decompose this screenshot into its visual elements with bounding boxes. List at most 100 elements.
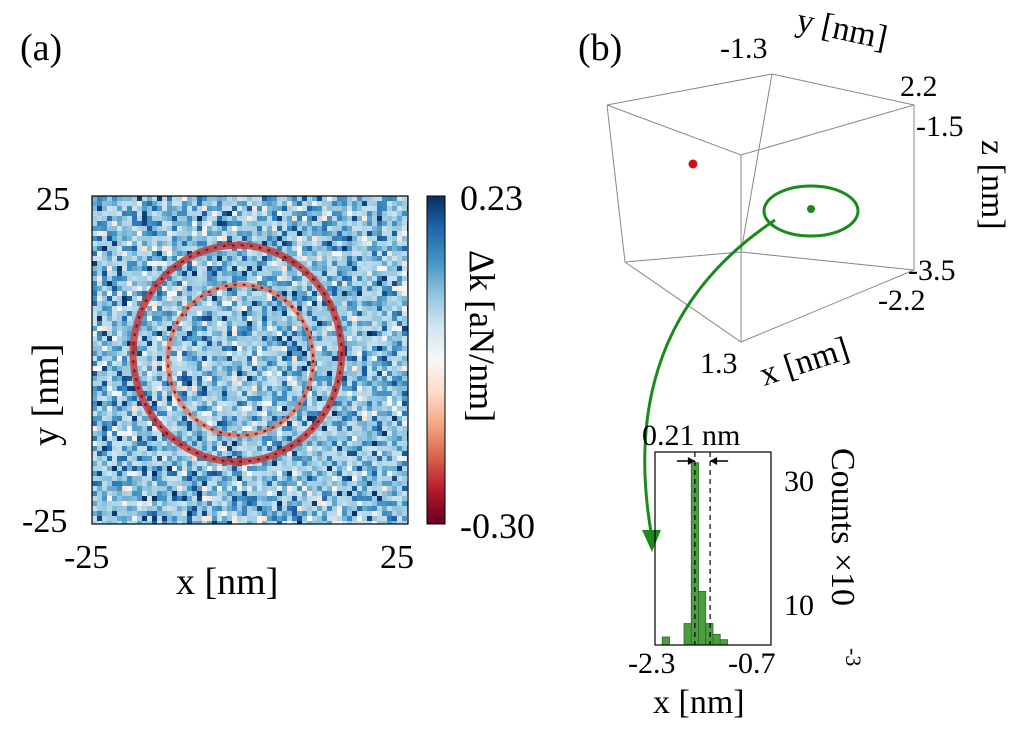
heatmap-cell — [162, 401, 167, 406]
heatmap-cell — [112, 516, 117, 521]
heatmap-plot — [91, 195, 409, 525]
histogram-y-tick-10: 10 — [784, 589, 814, 622]
heatmap-cell — [207, 441, 212, 446]
heatmap-cell — [157, 486, 162, 491]
heatmap-cell — [292, 456, 297, 461]
heatmap-cell — [352, 351, 357, 356]
heatmap-cell — [157, 391, 162, 396]
heatmap-cell — [287, 521, 292, 524]
heatmap-ring-core — [166, 283, 315, 437]
heatmap-cell — [182, 456, 187, 461]
heatmap-cell — [227, 371, 232, 376]
heatmap-cell — [392, 516, 397, 521]
heatmap-cell — [267, 521, 272, 524]
heatmap-cell — [122, 306, 127, 311]
heatmap-cell — [362, 506, 367, 511]
heatmap-cell — [222, 301, 227, 306]
heatmap-cell — [322, 276, 327, 281]
heatmap-cell — [392, 396, 397, 401]
heatmap-cell — [312, 311, 317, 316]
heatmap-cell — [317, 441, 322, 446]
heatmap-cell — [222, 501, 227, 506]
heatmap-cell — [392, 196, 397, 201]
heatmap-cell — [127, 406, 132, 411]
heatmap-cell — [267, 401, 272, 406]
heatmap-cell — [247, 326, 252, 331]
heatmap-cell — [92, 266, 97, 271]
heatmap-cell — [282, 311, 287, 316]
heatmap-cell — [207, 206, 212, 211]
heatmap-cell — [112, 471, 117, 476]
heatmap-cell — [282, 196, 287, 201]
heatmap-cell — [217, 516, 222, 521]
heatmap-cell — [217, 296, 222, 301]
heatmap-cell — [327, 391, 332, 396]
heatmap-cell — [402, 496, 407, 501]
heatmap-cell — [332, 366, 337, 371]
heatmap-cell — [307, 211, 312, 216]
heatmap-cell — [327, 376, 332, 381]
heatmap-cell — [307, 196, 312, 201]
heatmap-cell — [327, 211, 332, 216]
heatmap-cell — [287, 471, 292, 476]
heatmap-cell — [252, 291, 257, 296]
heatmap-cell — [402, 331, 407, 336]
heatmap-cell — [272, 301, 277, 306]
heatmap-cell — [142, 246, 147, 251]
heatmap-cell — [352, 246, 357, 251]
heatmap-cell — [167, 281, 172, 286]
heatmap-cell — [167, 331, 172, 336]
heatmap-cell — [292, 271, 297, 276]
heatmap-cell — [312, 476, 317, 481]
heatmap-cell — [197, 501, 202, 506]
heatmap-cell — [232, 196, 237, 201]
heatmap-cell — [247, 316, 252, 321]
heatmap-cell — [332, 201, 337, 206]
heatmap-cell — [402, 231, 407, 236]
heatmap-cell — [267, 261, 272, 266]
histogram-width-label: 0.21 nm — [642, 419, 740, 452]
heatmap-cell — [222, 406, 227, 411]
heatmap-cell — [362, 331, 367, 336]
heatmap-cell — [132, 271, 137, 276]
heatmap-cell — [252, 421, 257, 426]
heatmap-cell — [317, 251, 322, 256]
heatmap-cell — [137, 286, 142, 291]
heatmap-cell — [252, 511, 257, 516]
heatmap-cell — [392, 351, 397, 356]
heatmap-cell — [347, 296, 352, 301]
heatmap-cell — [157, 466, 162, 471]
heatmap-cell — [157, 226, 162, 231]
heatmap-cell — [387, 216, 392, 221]
heatmap-cell — [137, 301, 142, 306]
heatmap-cell — [257, 466, 262, 471]
heatmap-cell — [222, 231, 227, 236]
heatmap-cell — [227, 211, 232, 216]
heatmap-cell — [192, 241, 197, 246]
heatmap-cell — [317, 266, 322, 271]
heatmap-cell — [192, 356, 197, 361]
heatmap-cell — [262, 506, 267, 511]
heatmap-cell — [287, 436, 292, 441]
heatmap-cell — [252, 276, 257, 281]
heatmap-cell — [162, 411, 167, 416]
heatmap-cell — [102, 411, 107, 416]
heatmap-cell — [367, 206, 372, 211]
heatmap-cell — [207, 226, 212, 231]
heatmap-cell — [302, 256, 307, 261]
heatmap-cell — [232, 396, 237, 401]
heatmap-cell — [147, 501, 152, 506]
heatmap-cell — [247, 201, 252, 206]
heatmap-cell — [207, 521, 212, 524]
heatmap-cell — [332, 301, 337, 306]
heatmap-cell — [322, 266, 327, 271]
heatmap-cell — [132, 456, 137, 461]
heatmap-cell — [257, 491, 262, 496]
heatmap-cell — [302, 216, 307, 221]
heatmap-cell — [392, 336, 397, 341]
heatmap-cell — [207, 451, 212, 456]
heatmap-cell — [242, 336, 247, 341]
heatmap-cell — [347, 431, 352, 436]
heatmap-cell — [322, 351, 327, 356]
heatmap-cell — [127, 256, 132, 261]
